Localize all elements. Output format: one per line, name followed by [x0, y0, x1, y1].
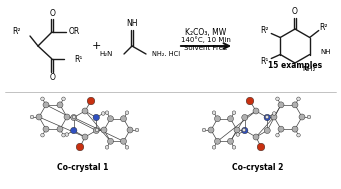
Circle shape [227, 138, 234, 144]
Circle shape [253, 134, 259, 140]
Circle shape [276, 97, 279, 101]
Circle shape [71, 115, 77, 121]
Circle shape [246, 97, 254, 105]
Circle shape [101, 112, 105, 115]
Text: 140°C, 10 Min: 140°C, 10 Min [181, 37, 231, 43]
Circle shape [227, 116, 234, 122]
Text: Co-crystal 1: Co-crystal 1 [57, 163, 109, 171]
Text: K₂CO₃, MW: K₂CO₃, MW [186, 28, 227, 36]
Circle shape [212, 146, 216, 149]
Circle shape [257, 143, 265, 151]
Text: R¹: R¹ [260, 57, 268, 66]
Circle shape [232, 111, 236, 115]
Text: H₂N: H₂N [100, 51, 113, 57]
Circle shape [93, 128, 99, 133]
Circle shape [272, 112, 276, 115]
Circle shape [120, 138, 127, 144]
Circle shape [107, 116, 114, 122]
Circle shape [208, 127, 214, 133]
Text: O: O [292, 8, 298, 16]
Circle shape [41, 133, 44, 137]
Circle shape [36, 114, 42, 120]
Circle shape [278, 102, 284, 108]
Circle shape [65, 133, 69, 136]
Circle shape [299, 114, 305, 120]
Circle shape [43, 126, 49, 132]
Circle shape [93, 114, 100, 121]
Circle shape [271, 114, 277, 120]
Circle shape [76, 143, 84, 151]
Circle shape [87, 97, 95, 105]
Text: NH: NH [321, 50, 331, 56]
Circle shape [234, 127, 240, 133]
Text: NH₂: NH₂ [302, 66, 316, 72]
Circle shape [264, 128, 270, 133]
Circle shape [297, 133, 300, 137]
Circle shape [57, 126, 63, 132]
Text: O: O [50, 9, 56, 18]
Circle shape [107, 138, 114, 144]
Circle shape [214, 116, 221, 122]
Text: O: O [50, 74, 56, 83]
Circle shape [72, 115, 76, 119]
Text: NH: NH [126, 19, 138, 28]
Text: OR: OR [69, 28, 80, 36]
Circle shape [202, 128, 206, 132]
Circle shape [125, 146, 129, 149]
Circle shape [62, 97, 65, 101]
Circle shape [135, 128, 139, 132]
Circle shape [95, 128, 99, 132]
Circle shape [242, 128, 246, 132]
Text: R²: R² [320, 23, 328, 32]
Circle shape [212, 111, 216, 115]
Circle shape [57, 102, 63, 108]
Circle shape [41, 97, 44, 101]
Circle shape [71, 127, 77, 134]
Circle shape [278, 126, 284, 132]
Circle shape [292, 126, 298, 132]
Circle shape [236, 133, 240, 136]
Circle shape [125, 111, 129, 115]
Text: R²: R² [13, 26, 21, 36]
Circle shape [62, 133, 65, 137]
Circle shape [276, 133, 279, 137]
Circle shape [105, 146, 109, 149]
Circle shape [82, 108, 88, 114]
Text: R¹: R¹ [74, 56, 83, 64]
Text: +: + [91, 41, 101, 51]
Text: 15 examples: 15 examples [268, 61, 322, 70]
Circle shape [64, 114, 70, 120]
Circle shape [101, 127, 107, 133]
Circle shape [241, 127, 248, 134]
Circle shape [292, 102, 298, 108]
Circle shape [253, 108, 259, 114]
Text: R²: R² [260, 26, 268, 35]
Circle shape [265, 115, 269, 119]
Circle shape [242, 115, 248, 121]
Circle shape [297, 97, 300, 101]
Text: Solvent Free: Solvent Free [184, 45, 228, 51]
Text: Co-crystal 2: Co-crystal 2 [232, 163, 284, 171]
Circle shape [82, 134, 88, 140]
Circle shape [264, 114, 270, 121]
Circle shape [105, 111, 109, 115]
Circle shape [30, 115, 34, 119]
Text: NH₂. HCl: NH₂. HCl [152, 51, 180, 57]
Circle shape [43, 102, 49, 108]
Circle shape [120, 116, 127, 122]
Circle shape [127, 127, 133, 133]
Circle shape [232, 146, 236, 149]
Circle shape [307, 115, 311, 119]
Circle shape [214, 138, 221, 144]
